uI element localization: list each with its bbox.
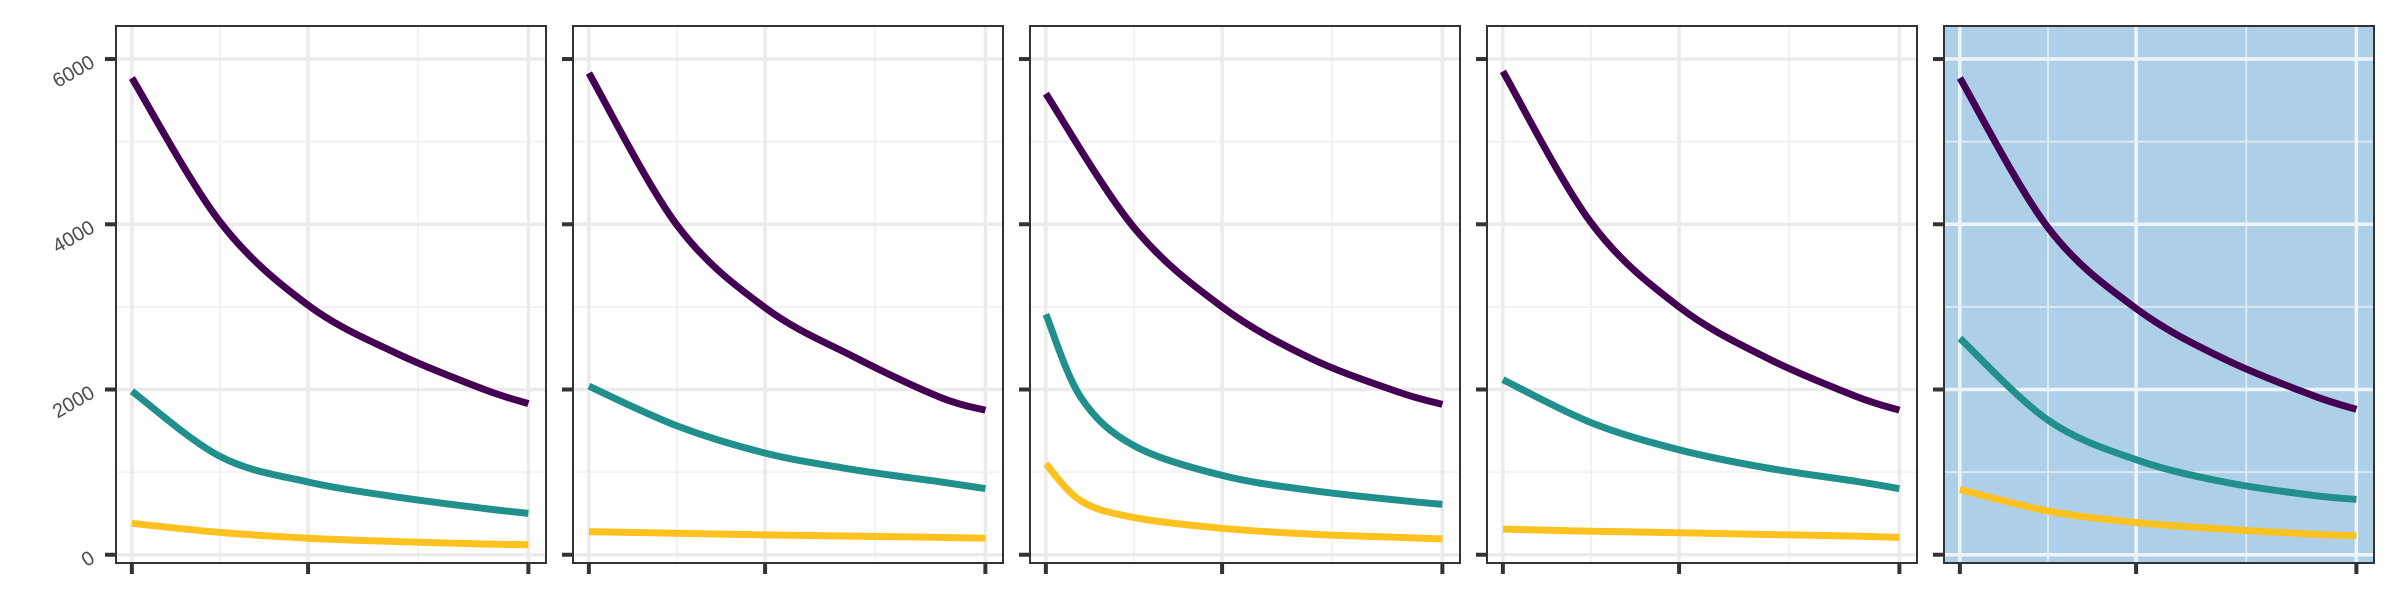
y-tick-label: 6000 xyxy=(49,51,99,92)
panel-4-series-2-line xyxy=(1501,376,1900,493)
panel-2-series-2-line xyxy=(587,383,986,493)
panel-1-series-1-line xyxy=(128,76,530,407)
panel-5-series-2-line xyxy=(1957,335,2357,503)
panel-4-background xyxy=(1487,26,1917,563)
panel-1-series-2-line xyxy=(129,388,529,517)
panel-4-border xyxy=(1486,25,1918,564)
panel-1-series-3-line xyxy=(131,519,529,549)
panel-5-border xyxy=(1943,25,2375,564)
panel-1-border xyxy=(115,25,547,564)
panel-2-border xyxy=(572,25,1004,564)
panel-3-series-2-line xyxy=(1042,312,1443,508)
panel-3-series-3-line xyxy=(1043,461,1443,543)
panel-5-background xyxy=(1944,26,2374,563)
panel-2-series-3-line xyxy=(588,528,986,542)
panel-5-series-3-line xyxy=(1959,486,2357,540)
panel-2-series-1-line xyxy=(585,71,987,414)
y-tick-label: 2000 xyxy=(49,382,99,423)
panel-2-background xyxy=(573,26,1003,563)
panel-5-series-1-line xyxy=(1956,76,2358,413)
y-tick-label: 0 xyxy=(78,547,99,572)
panel-4-series-1-line xyxy=(1499,69,1901,414)
panel-3-border xyxy=(1029,25,1461,564)
panel-3-background xyxy=(1030,26,1460,563)
y-tick-label: 4000 xyxy=(49,217,99,258)
panel-3-series-1-line xyxy=(1042,91,1444,408)
panel-1-background xyxy=(116,26,546,563)
panel-4-series-3-line xyxy=(1502,525,1900,541)
